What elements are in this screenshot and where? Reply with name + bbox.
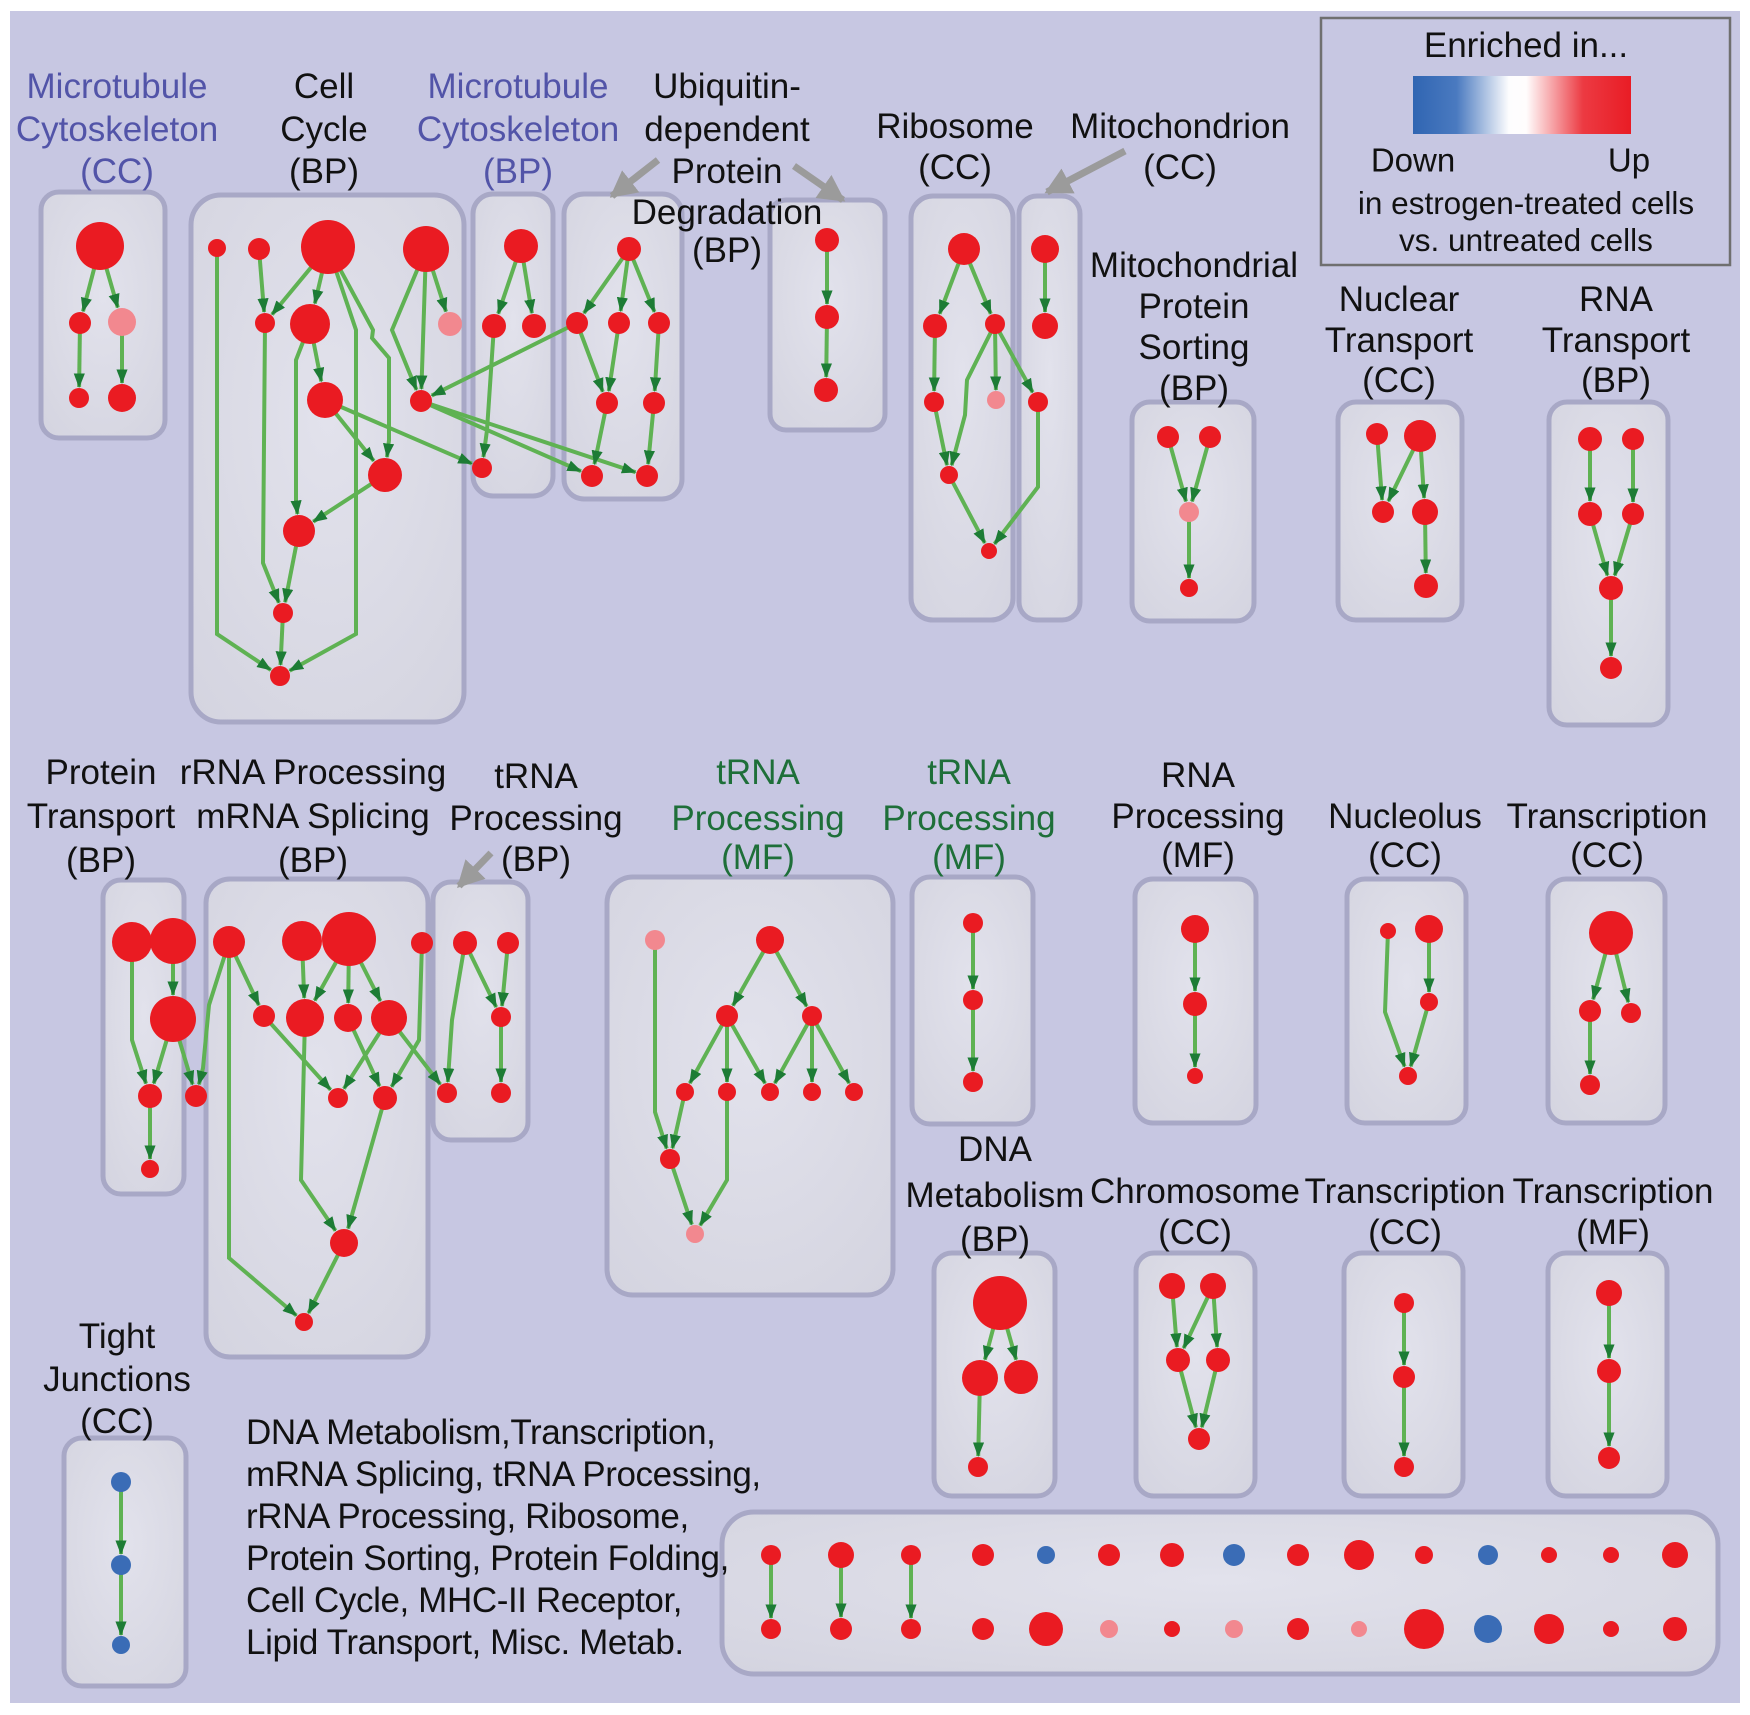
svg-text:(MF): (MF) — [932, 838, 1006, 877]
svg-text:Processing: Processing — [671, 799, 844, 838]
svg-text:mRNA Splicing: mRNA Splicing — [196, 797, 429, 836]
svg-text:(BP): (BP) — [278, 841, 348, 880]
svg-text:(BP): (BP) — [1581, 361, 1651, 400]
svg-text:dependent: dependent — [644, 110, 810, 149]
svg-text:Transcription: Transcription — [1507, 797, 1708, 836]
svg-text:Protein: Protein — [672, 152, 783, 191]
svg-text:Protein: Protein — [46, 753, 157, 792]
svg-text:(CC): (CC) — [1570, 836, 1644, 875]
svg-text:Degradation: Degradation — [632, 193, 823, 232]
svg-text:(BP): (BP) — [1159, 369, 1229, 408]
svg-text:tRNA: tRNA — [927, 753, 1011, 792]
svg-text:RNA: RNA — [1579, 280, 1654, 319]
svg-text:(MF): (MF) — [1576, 1213, 1650, 1252]
svg-text:Cytoskeleton: Cytoskeleton — [16, 110, 218, 149]
svg-text:(MF): (MF) — [721, 838, 795, 877]
svg-text:(CC): (CC) — [1158, 1213, 1232, 1252]
svg-text:Cytoskeleton: Cytoskeleton — [417, 110, 619, 149]
svg-text:Chromosome: Chromosome — [1090, 1172, 1300, 1211]
svg-text:DNA Metabolism,Transcription,: DNA Metabolism,Transcription, — [246, 1413, 715, 1452]
svg-text:(CC): (CC) — [80, 1402, 154, 1441]
svg-text:mRNA Splicing, tRNA Processing: mRNA Splicing, tRNA Processing, — [246, 1455, 761, 1494]
svg-text:Protein: Protein — [1139, 287, 1250, 326]
svg-text:Protein Sorting, Protein Foldi: Protein Sorting, Protein Folding, — [246, 1539, 729, 1578]
svg-text:(CC): (CC) — [1368, 1213, 1442, 1252]
svg-text:(BP): (BP) — [289, 152, 359, 191]
svg-text:Ribosome: Ribosome — [876, 107, 1034, 146]
svg-text:in estrogen-treated cells: in estrogen-treated cells — [1358, 185, 1694, 221]
svg-text:Tight: Tight — [79, 1317, 156, 1356]
svg-text:(CC): (CC) — [1143, 148, 1217, 187]
svg-text:Lipid Transport, Misc. Metab.: Lipid Transport, Misc. Metab. — [246, 1623, 684, 1662]
svg-text:(MF): (MF) — [1161, 836, 1235, 875]
svg-text:Microtubule: Microtubule — [27, 67, 208, 106]
svg-text:Transcription: Transcription — [1513, 1172, 1714, 1211]
svg-text:Sorting: Sorting — [1139, 328, 1250, 367]
svg-text:Mitochondrial: Mitochondrial — [1090, 246, 1298, 285]
svg-text:Cycle: Cycle — [280, 110, 368, 149]
svg-text:DNA: DNA — [958, 1130, 1033, 1169]
svg-text:Metabolism: Metabolism — [906, 1176, 1085, 1215]
svg-text:Nuclear: Nuclear — [1339, 280, 1460, 319]
svg-text:Enriched in...: Enriched in... — [1424, 26, 1628, 65]
svg-text:Ubiquitin-: Ubiquitin- — [653, 67, 801, 106]
svg-text:(CC): (CC) — [80, 152, 154, 191]
svg-text:Processing: Processing — [882, 799, 1055, 838]
svg-text:(CC): (CC) — [1368, 836, 1442, 875]
svg-text:vs. untreated cells: vs. untreated cells — [1399, 222, 1653, 258]
svg-text:tRNA: tRNA — [494, 757, 578, 796]
svg-text:Junctions: Junctions — [43, 1360, 191, 1399]
svg-text:Cell Cycle, MHC-II Receptor,: Cell Cycle, MHC-II Receptor, — [246, 1581, 682, 1620]
svg-text:Cell: Cell — [294, 67, 354, 106]
svg-text:Transport: Transport — [1325, 321, 1474, 360]
svg-text:(BP): (BP) — [501, 840, 571, 879]
svg-text:rRNA Processing, Ribosome,: rRNA Processing, Ribosome, — [246, 1497, 689, 1536]
svg-text:Nucleolus: Nucleolus — [1328, 797, 1482, 836]
svg-text:Transport: Transport — [1542, 321, 1691, 360]
svg-text:Transport: Transport — [27, 797, 176, 836]
svg-text:Down: Down — [1371, 142, 1455, 179]
svg-text:Mitochondrion: Mitochondrion — [1070, 107, 1290, 146]
svg-text:(BP): (BP) — [692, 231, 762, 270]
svg-text:(CC): (CC) — [918, 148, 992, 187]
svg-text:Processing: Processing — [449, 799, 622, 838]
svg-text:(CC): (CC) — [1362, 361, 1436, 400]
svg-text:(BP): (BP) — [66, 841, 136, 880]
svg-text:(BP): (BP) — [483, 152, 553, 191]
svg-text:RNA: RNA — [1161, 756, 1236, 795]
svg-text:Up: Up — [1608, 142, 1650, 179]
svg-text:rRNA Processing: rRNA Processing — [180, 753, 446, 792]
svg-text:Microtubule: Microtubule — [428, 67, 609, 106]
svg-text:Processing: Processing — [1111, 797, 1284, 836]
svg-text:(BP): (BP) — [960, 1220, 1030, 1259]
svg-text:tRNA: tRNA — [716, 753, 800, 792]
svg-text:Transcription: Transcription — [1305, 1172, 1506, 1211]
